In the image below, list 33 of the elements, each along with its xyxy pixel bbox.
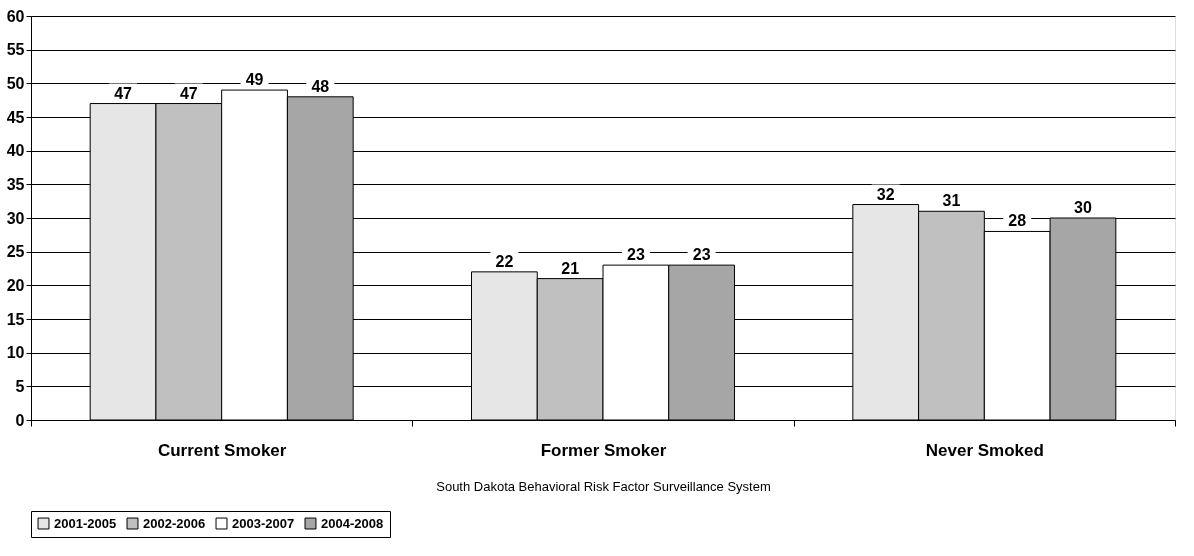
y-tick-label: 15 [6,310,25,328]
x-tick-label: Never Smoked [925,440,1044,460]
y-tick-label: 55 [6,41,25,59]
y-tick-label: 25 [6,243,25,261]
legend-label: 2001-2005 [54,515,117,531]
y-tick-label: 30 [6,209,25,227]
data-label: 31 [942,192,961,210]
y-tick-label: 50 [6,74,25,92]
data-label: 21 [561,259,580,277]
data-label: 23 [692,246,711,264]
y-tick-label: 10 [6,344,25,362]
legend-label: 2002-2006 [143,515,206,531]
x-axis-title: South Dakota Behavioral Risk Factor Surveillance System [436,478,771,494]
x-tick-label: Current Smoker [157,440,287,460]
x-tick-label: Former Smoker [540,440,667,460]
y-tick-label: 0 [15,411,25,429]
data-label: 47 [179,84,198,102]
legend-label: 2004-2008 [321,515,384,531]
data-label: 22 [495,252,514,270]
y-tick-label: 60 [6,7,25,25]
y-tick-label: 35 [6,175,25,193]
data-label: 32 [876,185,895,203]
y-tick-label: 5 [15,377,25,395]
data-label: 23 [626,246,645,264]
y-tick-label: 40 [6,142,25,160]
data-label: 48 [311,77,330,95]
data-label: 28 [1008,212,1027,230]
legend-label: 2003-2007 [232,515,295,531]
y-tick-label: 20 [6,276,25,294]
data-label: 49 [245,71,264,89]
data-label: 30 [1074,199,1092,216]
y-tick-label: 45 [6,108,25,126]
data-label: 47 [114,84,133,102]
